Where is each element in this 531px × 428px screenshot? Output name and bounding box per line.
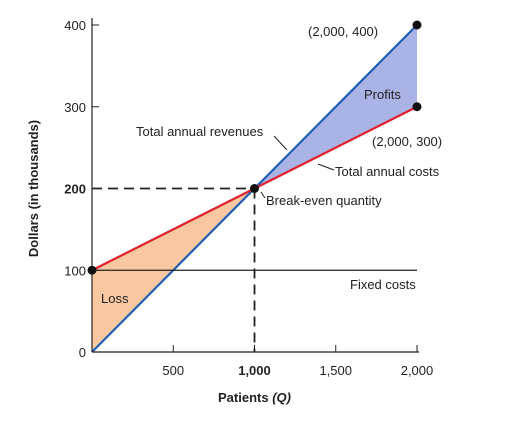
break-even-label: Break-even quantity	[266, 193, 382, 208]
point-2000-300-label: (2,000, 300)	[372, 134, 442, 149]
revenues-leader-line	[273, 135, 288, 151]
x-tick-label: 2,000	[401, 363, 434, 378]
fixed-costs-label: Fixed costs	[350, 277, 416, 292]
break-even-guides	[92, 187, 256, 352]
revenues-label: Total annual revenues	[136, 124, 264, 139]
x-axis-title-label: Patients	[218, 390, 272, 405]
profits-label: Profits	[364, 87, 401, 102]
annotations-layer: (2,000, 400) (2,000, 300) Profits Total ann…	[101, 24, 442, 306]
data-point	[412, 102, 422, 112]
y-axis-title: Dollars (in thousands)	[26, 120, 41, 257]
data-point	[87, 265, 97, 275]
axes-layer: 0 100 200 300 400 500 1,000 1,500 2,000 Patients …	[26, 18, 433, 405]
y-tick-label: 0	[79, 345, 86, 360]
break-even-leader-line	[260, 191, 266, 199]
y-tick-label: 400	[64, 18, 86, 33]
x-axis-title-symbol: (Q)	[272, 390, 291, 405]
x-axis-title: Patients (Q)	[218, 390, 291, 405]
y-tick-label: 100	[64, 263, 86, 278]
x-tick-label: 500	[162, 363, 184, 378]
data-point	[412, 20, 422, 30]
y-tick-label: 200	[64, 182, 86, 197]
costs-label: Total annual costs	[335, 164, 440, 179]
x-tick-label: 1,000	[238, 363, 271, 378]
y-tick-label: 300	[64, 100, 86, 115]
points-layer	[87, 20, 422, 275]
point-2000-400-label: (2,000, 400)	[308, 24, 378, 39]
data-point	[250, 184, 259, 193]
costs-leader-line	[317, 163, 335, 171]
loss-label: Loss	[101, 291, 129, 306]
x-tick-label: 1,500	[319, 363, 352, 378]
